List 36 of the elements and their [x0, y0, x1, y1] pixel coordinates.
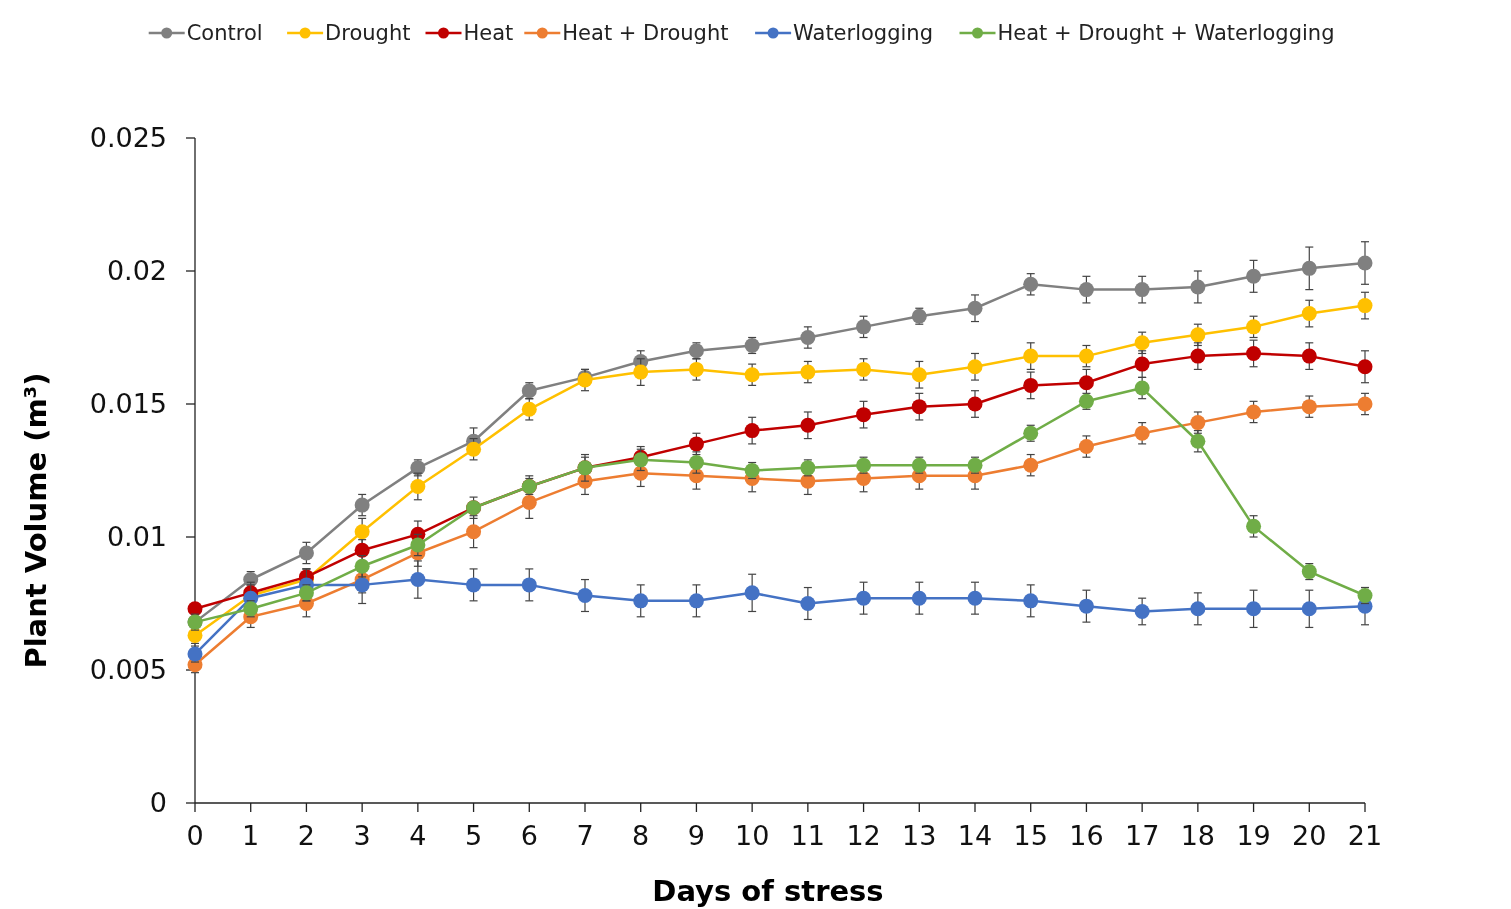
x-tick-label: 21: [1347, 820, 1383, 851]
x-tick-label: 8: [632, 820, 650, 851]
x-axis-title: Days of stress: [652, 874, 884, 908]
x-tick-label: 9: [687, 820, 706, 851]
y-tick-label: 0.01: [106, 521, 167, 553]
x-tick-label: 12: [846, 820, 881, 851]
y-tick-label: 0.02: [106, 255, 167, 287]
legend-label: Drought: [325, 21, 411, 45]
legend-label: Heat: [463, 21, 514, 45]
x-tick-label: 5: [464, 820, 483, 851]
x-tick-label: 15: [1013, 820, 1048, 851]
x-tick-label: 18: [1180, 820, 1216, 851]
x-tick-label: 20: [1292, 820, 1327, 851]
x-tick-label: 2: [297, 820, 316, 851]
legend-label: Waterlogging: [793, 21, 934, 45]
y-tick-label: 0: [149, 787, 167, 819]
legend-label: Heat + Drought + Waterlogging: [997, 21, 1335, 45]
x-tick-label: 19: [1236, 820, 1271, 851]
x-tick-label: 3: [353, 820, 371, 851]
x-tick-label: 1: [242, 820, 260, 851]
y-axis-title: Plant Volume (m³): [19, 372, 53, 669]
y-tick-label: 0.015: [89, 388, 167, 420]
x-tick-label: 6: [520, 820, 538, 851]
legend-label: Control: [186, 21, 263, 45]
x-tick-label: 11: [790, 820, 826, 851]
x-tick-label: 14: [957, 820, 993, 851]
x-tick-label: 0: [186, 820, 204, 851]
x-tick-label: 7: [576, 820, 594, 851]
x-tick-label: 4: [409, 820, 427, 851]
legend-label: Heat + Drought: [562, 21, 729, 45]
y-tick-label: 0.025: [89, 122, 167, 154]
x-tick-label: 17: [1124, 820, 1160, 851]
x-tick-label: 13: [902, 820, 937, 851]
x-tick-label: 16: [1069, 820, 1104, 851]
x-tick-label: 10: [734, 820, 770, 851]
y-tick-label: 0.005: [89, 654, 167, 686]
